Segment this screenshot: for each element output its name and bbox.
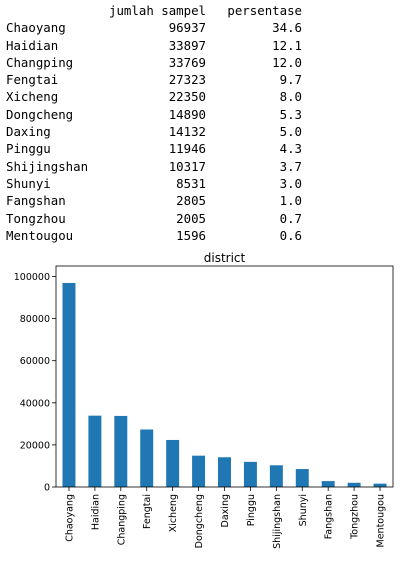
bar xyxy=(269,465,283,487)
bar xyxy=(295,469,309,487)
percentage-cell: 5.0 xyxy=(279,124,302,140)
y-tick-label: 100000 xyxy=(14,272,50,283)
row-index-label: Tongzhou xyxy=(6,210,66,226)
bar xyxy=(88,415,102,487)
table-row: Shunyi 8531 3.0 xyxy=(6,175,302,192)
row-index-label: Daxing xyxy=(6,124,51,140)
row-index-label: Pinggu xyxy=(6,141,51,157)
x-tick-label: Mentougou xyxy=(376,494,387,547)
table-row: Haidian 33897 12.1 xyxy=(6,37,302,54)
x-tick-label: Changping xyxy=(116,494,127,545)
x-tick-label: Pinggu xyxy=(246,494,257,526)
sample-count-cell: 10317 xyxy=(168,158,206,174)
x-tick-label: Shijingshan xyxy=(272,494,283,549)
sample-count-cell: 22350 xyxy=(168,89,206,105)
row-index-label: Dongcheng xyxy=(6,106,74,122)
y-axis: 0 20000 40000 60000 80000 100000 xyxy=(14,272,56,494)
table-row: Shijingshan 10317 3.7 xyxy=(6,158,302,175)
percentage-cell: 0.6 xyxy=(279,227,302,243)
bar xyxy=(140,429,154,487)
percentage-cell: 9.7 xyxy=(279,72,302,88)
percentage-cell: 1.0 xyxy=(279,193,302,209)
sample-count-cell: 27323 xyxy=(168,72,206,88)
bar xyxy=(243,461,257,487)
x-tick-label: Haidian xyxy=(90,494,101,530)
bar xyxy=(192,455,206,487)
row-index-label: Shijingshan xyxy=(6,158,89,174)
percentage-cell: 8.0 xyxy=(279,89,302,105)
table-row: Fangshan 2805 1.0 xyxy=(6,192,302,209)
y-tick-label: 40000 xyxy=(20,398,50,409)
table-row: Dongcheng 14890 5.3 xyxy=(6,106,302,123)
bar xyxy=(321,481,335,487)
row-index-label: Fangshan xyxy=(6,193,66,209)
sample-count-cell: 14890 xyxy=(168,106,206,122)
row-index-label: Chaoyang xyxy=(6,20,66,36)
row-index-label: Fengtai xyxy=(6,72,59,88)
row-index-label: Haidian xyxy=(6,37,59,53)
column-header: jumlah sampel xyxy=(109,3,206,18)
x-tick-label: Shunyi xyxy=(298,494,309,526)
row-index-label: Changping xyxy=(6,54,74,70)
chart-title: district xyxy=(204,251,246,265)
y-tick-label: 0 xyxy=(44,483,50,494)
sample-count-cell: 8531 xyxy=(176,175,206,191)
y-tick-label: 60000 xyxy=(20,356,50,367)
percentage-cell: 12.0 xyxy=(272,54,302,70)
bar xyxy=(347,482,361,487)
sample-count-cell: 14132 xyxy=(168,124,206,140)
row-index-label: Xicheng xyxy=(6,89,59,105)
plot-frame xyxy=(55,265,394,488)
x-tick-label: Chaoyang xyxy=(64,494,75,542)
table-row: Xicheng 22350 8.0 xyxy=(6,88,302,105)
bar xyxy=(62,282,76,487)
x-tick-label: Daxing xyxy=(220,494,231,527)
percentage-cell: 5.3 xyxy=(279,106,302,122)
row-index-label: Mentougou xyxy=(6,227,74,243)
bar-series xyxy=(62,282,387,487)
x-tick-label: Dongcheng xyxy=(194,494,205,548)
percentage-cell: 12.1 xyxy=(272,37,302,53)
dataframe-output: jumlah sampel persentase Chaoyang 96937 34.… xyxy=(6,2,302,244)
sample-count-cell: 2805 xyxy=(176,193,206,209)
x-tick-label: Tongzhou xyxy=(350,494,361,540)
percentage-cell: 0.7 xyxy=(279,210,302,226)
bar xyxy=(218,457,231,487)
table-row: Daxing 14132 5.0 xyxy=(6,123,302,140)
sample-count-cell: 1596 xyxy=(176,227,206,243)
y-tick-label: 20000 xyxy=(20,440,50,451)
x-tick-label: Xicheng xyxy=(168,494,179,532)
row-index-label: Shunyi xyxy=(6,175,51,191)
percentage-cell: 4.3 xyxy=(279,141,302,157)
percentage-cell: 3.7 xyxy=(279,158,302,174)
sample-count-cell: 96937 xyxy=(168,20,206,36)
table-row: Changping 33769 12.0 xyxy=(6,54,302,71)
sample-count-cell: 2005 xyxy=(176,210,206,226)
column-header: persentase xyxy=(227,3,302,18)
table-row: Tongzhou 2005 0.7 xyxy=(6,210,302,227)
bar xyxy=(114,415,128,487)
bar xyxy=(166,439,180,487)
table-row: Chaoyang 96937 34.6 xyxy=(6,19,302,36)
y-tick-label: 80000 xyxy=(20,314,50,325)
percentage-cell: 3.0 xyxy=(279,175,302,191)
x-tick-label: Fangshan xyxy=(324,494,335,539)
percentage-cell: 34.6 xyxy=(272,20,302,36)
table-row: Pinggu 11946 4.3 xyxy=(6,140,302,157)
bar xyxy=(373,483,387,487)
bar-chart: district 0 20000 40000 60000 80000 100000 Cha… xyxy=(14,251,394,549)
x-axis: Chaoyang Haidian Changping Fengtai Xicheng Do… xyxy=(64,487,387,549)
table-row: Fengtai 27323 9.7 xyxy=(6,71,302,88)
sample-count-cell: 11946 xyxy=(168,141,206,157)
sample-count-cell: 33769 xyxy=(168,54,206,70)
x-tick-label: Fengtai xyxy=(142,494,153,529)
table-row: Mentougou 1596 0.6 xyxy=(6,227,302,244)
table-header-row: jumlah sampel persentase xyxy=(6,2,302,19)
sample-count-cell: 33897 xyxy=(168,37,206,53)
